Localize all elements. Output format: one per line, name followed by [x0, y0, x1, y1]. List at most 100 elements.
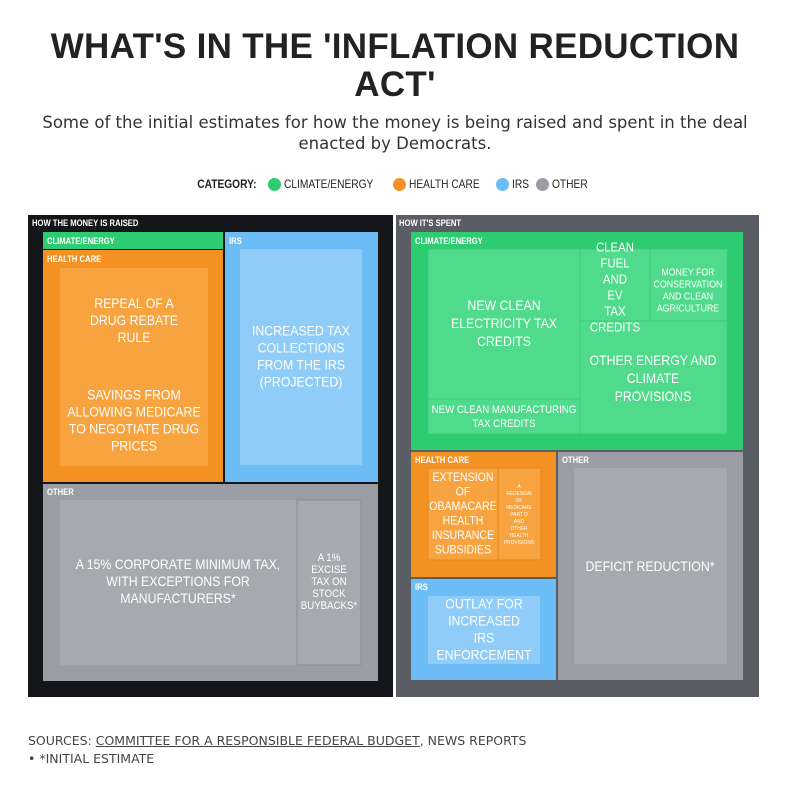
spent-climate-item-1-label: CREDITS	[477, 333, 531, 349]
spent-climate-item-3-label: CONSERVATION	[654, 278, 723, 290]
spent-health-item-2	[497, 467, 542, 561]
sources-note: SOURCES: COMMITTEE FOR A RESPONSIBLE FED…	[28, 732, 528, 768]
spent-health-item-2-label: PROVISIONS	[504, 540, 535, 546]
spent-climate-item-2-label: TAX	[604, 304, 625, 319]
raised-other-item-2-label: A 1%	[318, 552, 341, 564]
legend-item-climate: CLIMATE/ENERGY	[267, 177, 389, 191]
raised-health-item-2-label: SAVINGS FROM	[87, 387, 180, 403]
raised-climate-block	[43, 232, 223, 249]
spent-climate-item-1-label: NEW CLEAN	[467, 297, 540, 313]
spent-climate-item-2-label: EV	[607, 288, 623, 303]
spent-health-item-2-label: OTHER	[511, 526, 528, 532]
spent-climate-item-2-label: FUEL	[600, 256, 629, 271]
legend-label-other: OTHER	[552, 177, 588, 191]
spent-irs-item-1-label: IRS	[474, 630, 495, 646]
raised-health-item-2-label: TO NEGOTIATE DRUG	[69, 421, 199, 437]
raised-health-item-2-label: ALLOWING MEDICARE	[67, 404, 201, 420]
spent-other-header: OTHER	[562, 454, 589, 465]
raised-health-item-1-label: REPEAL OF A	[94, 295, 174, 311]
raised-irs-item-1-label: COLLECTIONS	[258, 340, 345, 356]
raised-other-item-2-label: TAX ON	[311, 576, 346, 588]
panel-raised-title: HOW THE MONEY IS RAISED	[32, 217, 138, 228]
spent-health-item-2-label: A	[517, 484, 521, 490]
legend-label-irs: IRS	[512, 177, 530, 191]
spent-climate-item-3	[649, 248, 728, 322]
spent-climate-header: CLIMATE/ENERGY	[415, 235, 483, 246]
spent-health-item-2-label: MEDICARE	[506, 505, 532, 511]
sources-prefix: SOURCES:	[28, 733, 96, 748]
raised-other-item-2-label: STOCK	[312, 588, 345, 600]
spent-health-item-1-label: INSURANCE	[432, 529, 495, 542]
raised-irs-item-1-label: INCREASED TAX	[252, 323, 350, 339]
raised-health-item-1	[60, 268, 208, 378]
raised-other-item-1	[60, 500, 297, 665]
spent-climate-item-4	[579, 320, 728, 435]
panel-spent-title: HOW IT'S SPENT	[399, 217, 461, 228]
spent-climate-item-2-label: CREDITS	[590, 320, 640, 335]
spent-irs-item-1-label: OUTLAY FOR	[445, 596, 523, 612]
spent-health-item-2-label: PART D	[510, 512, 527, 518]
raised-other-item-1-label: A 15% CORPORATE MINIMUM TAX,	[76, 556, 280, 572]
spent-climate-item-2-label: CLEAN	[596, 240, 634, 255]
spent-climate-item-3-label: AGRICULTURE	[657, 302, 719, 314]
spent-climate-item-3-label: AND CLEAN	[663, 290, 713, 302]
spent-health-item-2-label: OF	[516, 498, 523, 504]
spent-climate-item-2-label: AND	[603, 272, 627, 287]
spent-irs-item-1-label: ENFORCEMENT	[436, 647, 531, 663]
raised-climate-header: CLIMATE/ENERGY	[47, 235, 115, 246]
raised-irs-item-1	[240, 249, 362, 465]
spent-health-item-1-label: OF	[456, 486, 471, 499]
spent-climate-item-3-label: MONEY FOR	[661, 266, 714, 278]
raised-other-item-1-label: WITH EXCEPTIONS FOR	[106, 573, 250, 589]
raised-health-header: HEALTH CARE	[47, 253, 102, 264]
spent-irs-item-1-label: INCREASED	[448, 613, 520, 629]
spent-health-item-2-label: HEALTH	[510, 533, 529, 539]
legend-swatch-other	[536, 177, 550, 191]
raised-other-item-2-label: BUYBACKS*	[301, 600, 357, 612]
raised-irs-header: IRS	[229, 235, 242, 246]
spent-health-item-1-label: HEALTH	[443, 515, 484, 528]
legend-label-health: HEALTH CARE	[408, 177, 480, 191]
legend-label-climate: CLIMATE/ENERGY	[283, 177, 374, 191]
spent-climate-item-5-label: NEW CLEAN MANUFACTURING	[432, 404, 577, 416]
spent-climate-item-4-label: CLIMATE	[627, 370, 680, 386]
legend-item-health: HEALTH CARE	[392, 177, 492, 191]
spent-climate-item-1-label: ELECTRICITY TAX	[451, 315, 557, 331]
raised-health-item-2	[60, 378, 208, 466]
spent-health-item-1-label: EXTENSION	[432, 471, 493, 484]
raised-other-item-2	[296, 499, 362, 666]
spent-climate-item-5	[427, 398, 581, 435]
legend-swatch-irs	[496, 177, 510, 191]
raised-irs-item-1-label: FROM THE IRS	[257, 357, 345, 373]
spent-health-item-1	[427, 467, 499, 561]
spent-health-item-2-label: REDESIGN	[506, 491, 531, 497]
spent-climate-item-5-label: TAX CREDITS	[472, 418, 535, 430]
legend: CATEGORY: CLIMATE/ENERGY HEALTH CARE IRS…	[0, 177, 790, 191]
spent-health-item-1-label: SUBSIDIES	[435, 544, 492, 557]
raised-other-header: OTHER	[47, 486, 74, 497]
sources-link[interactable]: COMMITTEE FOR A RESPONSIBLE FEDERAL BUDG…	[95, 733, 420, 748]
raised-other-item-1-label: MANUFACTURERS*	[120, 590, 236, 606]
spent-health-header: HEALTH CARE	[415, 454, 470, 465]
spent-other-item-1-label: DEFICIT REDUCTION*	[585, 558, 714, 574]
spent-climate-item-4-label: PROVISIONS	[615, 388, 692, 404]
legend-swatch-health	[392, 177, 406, 191]
raised-irs-item-1-label: (PROJECTED)	[260, 374, 343, 390]
sources-suffix: , NEWS REPORTS • *INITIAL ESTIMATE	[28, 733, 527, 766]
raised-health-item-1-label: DRUG REBATE	[90, 312, 178, 328]
raised-health-item-1-label: RULE	[118, 329, 151, 345]
spent-health-item-1-label: OBAMACARE	[429, 500, 497, 513]
raised-health-item-2-label: PRICES	[111, 438, 157, 454]
spent-health-item-2-label: AND	[514, 519, 524, 525]
legend-swatch-climate	[267, 177, 281, 191]
spent-climate-item-1	[427, 248, 581, 400]
spent-irs-item-1	[428, 596, 540, 664]
legend-title: CATEGORY:	[197, 177, 257, 191]
legend-item-irs: IRS	[496, 177, 532, 191]
chart-title: WHAT'S IN THE 'INFLATION REDUCTION ACT'	[50, 27, 740, 104]
spent-irs-header: IRS	[415, 581, 428, 592]
raised-other-item-2-label: EXCISE	[311, 564, 347, 576]
spent-other-item-1	[574, 468, 727, 664]
chart-subtitle: Some of the initial estimates for how th…	[42, 113, 748, 153]
